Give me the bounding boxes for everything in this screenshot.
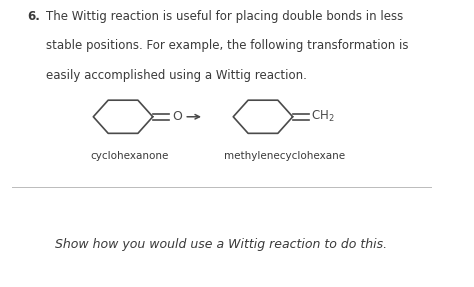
Text: cyclohexanone: cyclohexanone [91, 151, 169, 161]
Text: O: O [172, 110, 182, 123]
Text: $\mathregular{CH_2}$: $\mathregular{CH_2}$ [310, 109, 334, 124]
Text: methylenecyclohexane: methylenecyclohexane [224, 151, 346, 161]
Text: stable positions. For example, the following transformation is: stable positions. For example, the follo… [46, 39, 408, 52]
Text: Show how you would use a Wittig reaction to do this.: Show how you would use a Wittig reaction… [55, 238, 387, 251]
Text: 6.: 6. [27, 10, 40, 23]
Text: easily accomplished using a Wittig reaction.: easily accomplished using a Wittig react… [46, 69, 307, 82]
Text: The Wittig reaction is useful for placing double bonds in less: The Wittig reaction is useful for placin… [46, 10, 403, 23]
